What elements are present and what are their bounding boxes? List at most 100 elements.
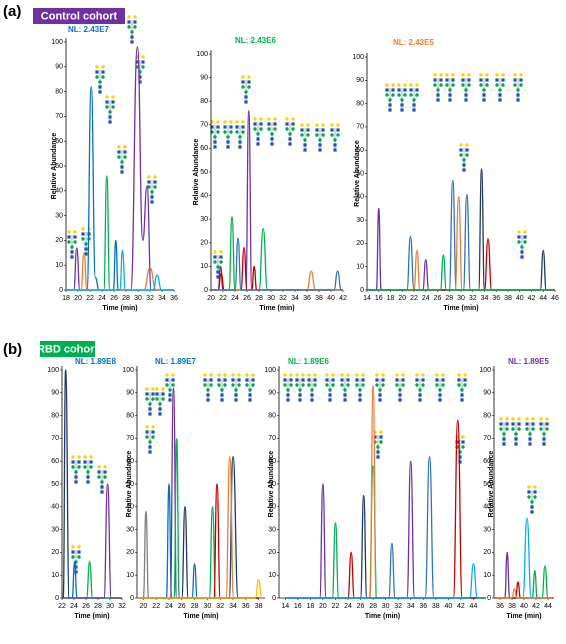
glycan-icon [235, 120, 245, 149]
glycan-hexnac [84, 247, 88, 251]
glycan-hexose [479, 73, 483, 77]
glycan-hexnac [229, 125, 233, 129]
glycan-hexnac [482, 93, 486, 97]
glycan-hexnac [168, 398, 172, 402]
y-axis-label: Relative Abundance [354, 140, 361, 207]
glycan-hexnac [520, 255, 524, 259]
glycan-icon [95, 65, 105, 94]
glycan-hexose [462, 158, 466, 162]
glycan-hexose [229, 120, 233, 124]
glycan-hexose [441, 383, 445, 387]
glycan-hexnac [203, 378, 207, 382]
glycan-hexnac [435, 378, 439, 382]
glycan-hexose [267, 117, 271, 121]
glycan-hexose [133, 15, 137, 19]
glycan-hexose [482, 88, 486, 92]
y-tick-label: 60 [268, 458, 276, 465]
glycan-hexose [403, 83, 407, 87]
glycan-icon [300, 123, 310, 152]
y-tick-label: 100 [352, 54, 364, 61]
glycan-icon [457, 373, 467, 402]
glycan-hexose [315, 123, 319, 127]
glycan-hexnac [375, 378, 379, 382]
y-tick-label: 100 [47, 367, 59, 374]
glycan-hexose [301, 383, 305, 387]
glycan-hexose [89, 465, 93, 469]
glycan-hexnac [498, 98, 502, 102]
glycan-icon [499, 417, 509, 446]
glycan-hexose [388, 98, 392, 102]
glycan-hexose [445, 73, 449, 77]
glycan-hexose [100, 480, 104, 484]
y-tick-label: 30 [51, 526, 59, 533]
glycan-hexnac [313, 378, 317, 382]
x-tick-label: 24 [344, 603, 352, 610]
glycan-hexose [530, 500, 534, 504]
glycan-hexose [241, 130, 245, 134]
glycan-hexose [219, 260, 223, 264]
glycan-hexose [401, 383, 405, 387]
y-tick-label: 80 [268, 412, 276, 419]
glycan-hexnac [461, 78, 465, 82]
y-tick-label: 90 [268, 390, 276, 397]
glycan-hexnac [441, 378, 445, 382]
y-tick-label: 80 [483, 412, 491, 419]
glycan-hexnac [120, 165, 124, 169]
glycan-hexose [95, 75, 99, 79]
y-tick-label: 50 [55, 163, 63, 170]
glycan-icon [433, 73, 443, 102]
glycan-hexose [120, 160, 124, 164]
glycan-hexnac [213, 140, 217, 144]
x-tick-label: 28 [94, 603, 102, 610]
glycan-hexnac [528, 442, 532, 446]
glycan-hexose [395, 373, 399, 377]
y-tick-label: 80 [200, 98, 208, 105]
y-tick-label: 70 [356, 124, 364, 131]
glycan-hexnac [388, 108, 392, 112]
glycan-hexose [499, 417, 503, 421]
glycan-hexnac [306, 128, 310, 132]
glycan-hexose [391, 93, 395, 97]
x-tick-label: 44 [544, 603, 552, 610]
glycan-hexose [238, 135, 242, 139]
x-tick-label: 38 [508, 603, 516, 610]
y-tick-label: 90 [200, 74, 208, 81]
glycan-hexose [105, 95, 109, 99]
chromatogram-trace [367, 179, 555, 291]
glycan-icon [155, 387, 165, 416]
glycan-hexose [298, 388, 302, 392]
y-tick-label: 10 [126, 572, 134, 579]
glycan-hexose [103, 475, 107, 479]
glycan-hexose [401, 373, 405, 377]
x-tick-label: 36 [419, 603, 427, 610]
glycan-hexnac [150, 195, 154, 199]
glycan-hexnac [448, 93, 452, 97]
glycan-icon [539, 417, 549, 446]
chromatogram-trace [211, 246, 343, 291]
glycan-hexose [505, 427, 509, 431]
glycan-icon [145, 387, 155, 416]
glycan-icon [267, 117, 277, 146]
glycan-hexose [325, 373, 329, 377]
glycan-hexnac [70, 250, 74, 254]
glycan-hexose [519, 73, 523, 77]
glycan-hexose [379, 430, 383, 434]
glycan-hexose [213, 260, 217, 264]
glycan-hexnac [147, 180, 151, 184]
glycan-hexnac [105, 100, 109, 104]
glycan-hexose [361, 383, 365, 387]
glycan-hexnac [100, 490, 104, 494]
glycan-hexnac [158, 407, 162, 411]
glycan-hexose [303, 138, 307, 142]
glycan-hexose [295, 373, 299, 377]
glycan-icon [415, 373, 425, 402]
glycan-hexnac [127, 20, 131, 24]
x-tick-label: 38 [255, 603, 263, 610]
y-tick-label: 20 [200, 240, 208, 247]
y-tick-label: 30 [356, 217, 364, 224]
glycan-icon [105, 95, 115, 124]
y-tick-label: 30 [483, 526, 491, 533]
glycan-hexnac [328, 398, 332, 402]
glycan-hexose [237, 383, 241, 387]
glycan-hexnac [501, 78, 505, 82]
